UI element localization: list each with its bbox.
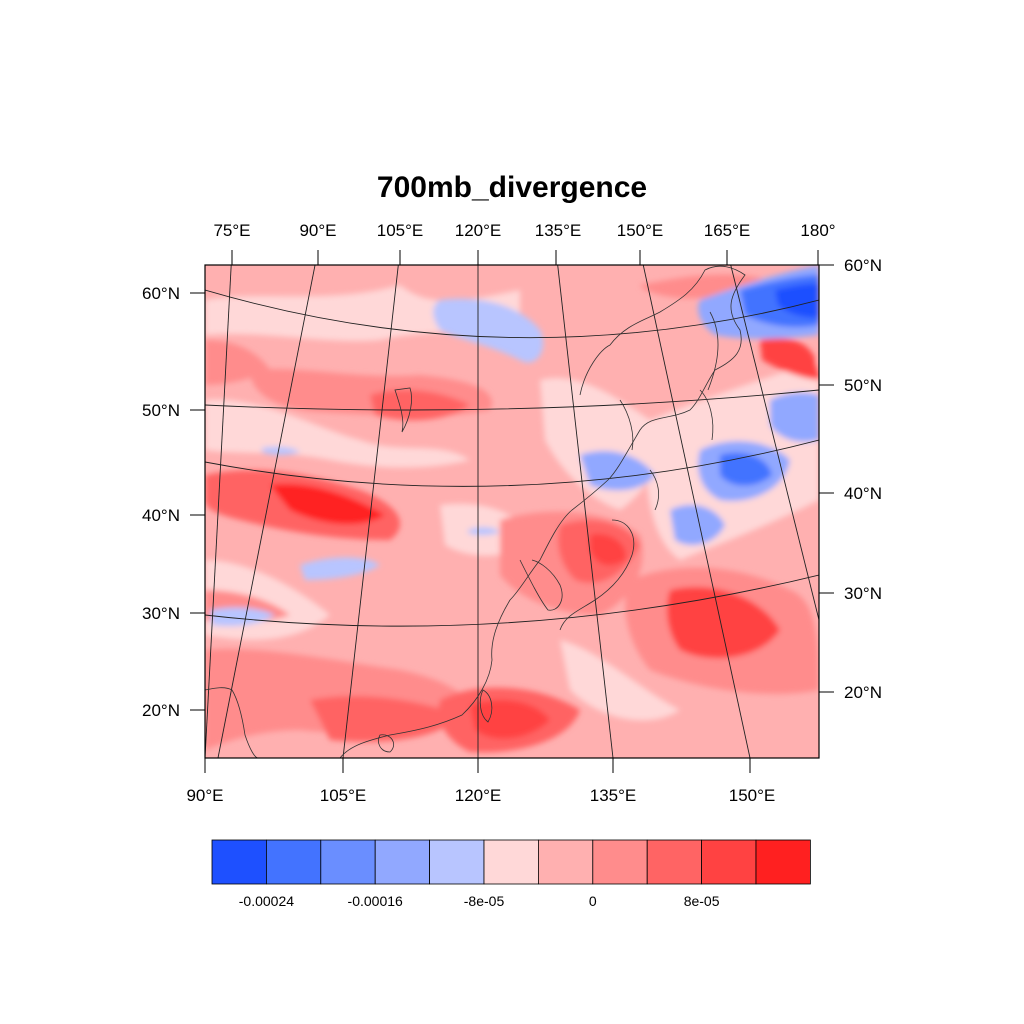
lat-label-left: 20°N xyxy=(142,701,180,720)
colorbar-swatch xyxy=(211,839,267,885)
pos-south-china-sea-core xyxy=(470,700,550,739)
neg-west-30n xyxy=(210,607,275,627)
pos-pacific-south-core xyxy=(667,586,780,659)
lon-label-top: 150°E xyxy=(617,221,664,240)
neg-okhotsk-max xyxy=(775,283,819,318)
lon-label-bottom: 150°E xyxy=(729,786,776,805)
colorbar-swatch xyxy=(374,839,431,885)
colorbar-swatch xyxy=(646,839,703,885)
neg-small-yellow-sea xyxy=(468,527,500,536)
colorbar-tick-label: 0 xyxy=(589,893,597,909)
lat-label-right: 40°N xyxy=(844,484,882,503)
colorbar-swatch xyxy=(320,839,376,885)
lon-label-bottom: 105°E xyxy=(320,786,367,805)
light-patch-south xyxy=(560,640,680,721)
neg-manchuria xyxy=(580,451,655,491)
colorbar-tick-label: 8e-05 xyxy=(684,893,720,909)
colorbar-swatch xyxy=(592,839,648,885)
lat-label-left: 60°N xyxy=(142,284,180,303)
neg-siberia xyxy=(433,298,544,363)
lon-label-bottom: 90°E xyxy=(186,786,223,805)
graticule xyxy=(205,265,819,758)
lat-label-right: 30°N xyxy=(844,584,882,603)
lon-label-top: 120°E xyxy=(455,221,502,240)
colorbar-tick-label: -8e-05 xyxy=(464,893,505,909)
pos-south-china-core xyxy=(310,695,460,742)
lat-label-left: 50°N xyxy=(142,401,180,420)
lat-label-right: 60°N xyxy=(844,256,882,275)
colorbar-swatch xyxy=(755,839,811,885)
colorbar-swatch xyxy=(483,839,539,885)
left-lat-labels: 60°N 50°N 40°N 30°N 20°N xyxy=(142,284,180,720)
lon-label-top: 75°E xyxy=(213,221,250,240)
pos-korea-japan-max xyxy=(590,534,626,566)
lon-label-bottom: 135°E xyxy=(590,786,637,805)
neg-small-mongolia xyxy=(262,446,300,455)
right-lat-labels: 60°N 50°N 40°N 30°N 20°N xyxy=(844,256,882,702)
neg-east-37n xyxy=(670,505,725,545)
bottom-lon-labels: 90°E 105°E 120°E 135°E 150°E xyxy=(186,786,775,805)
lon-label-top: 90°E xyxy=(299,221,336,240)
lon-label-top: 105°E xyxy=(377,221,424,240)
lat-label-right: 50°N xyxy=(844,376,882,395)
neg-tibet xyxy=(300,557,380,580)
lon-label-bottom: 120°E xyxy=(455,786,502,805)
taiwan xyxy=(479,689,493,723)
tick-marks xyxy=(190,250,834,773)
colorbar-tick-label: -0.00016 xyxy=(348,893,403,909)
lon-label-top: 135°E xyxy=(535,221,582,240)
colorbar-tick-label: -0.00024 xyxy=(239,893,294,909)
lat-label-left: 30°N xyxy=(142,604,180,623)
neg-east-42n-core xyxy=(720,452,772,486)
lat-label-left: 40°N xyxy=(142,506,180,525)
sakhalin-like xyxy=(394,387,412,433)
colorbar-swatch xyxy=(701,839,757,885)
map-frame xyxy=(204,264,820,759)
top-lon-labels: 75°E 90°E 105°E 120°E 135°E 150°E 165°E … xyxy=(213,221,835,240)
coastlines xyxy=(205,265,746,758)
lon-label-top: 180° xyxy=(800,221,835,240)
pos-core-40n xyxy=(270,484,385,525)
pos-kamchatka-east xyxy=(760,338,819,380)
colorbar-swatch xyxy=(265,839,322,885)
colorbar-swatch xyxy=(538,839,594,885)
lon-label-top: 165°E xyxy=(704,221,751,240)
map-title: 700mb_divergence xyxy=(377,171,647,204)
hainan xyxy=(378,734,394,753)
colorbar: -0.00024 -0.00016 -8e-05 0 8e-05 xyxy=(211,839,811,909)
pos-core-50n xyxy=(370,389,470,421)
contour-field xyxy=(205,265,819,758)
neg-east-50n xyxy=(770,392,819,442)
colorbar-swatch xyxy=(429,839,485,885)
lat-label-right: 20°N xyxy=(844,683,882,702)
